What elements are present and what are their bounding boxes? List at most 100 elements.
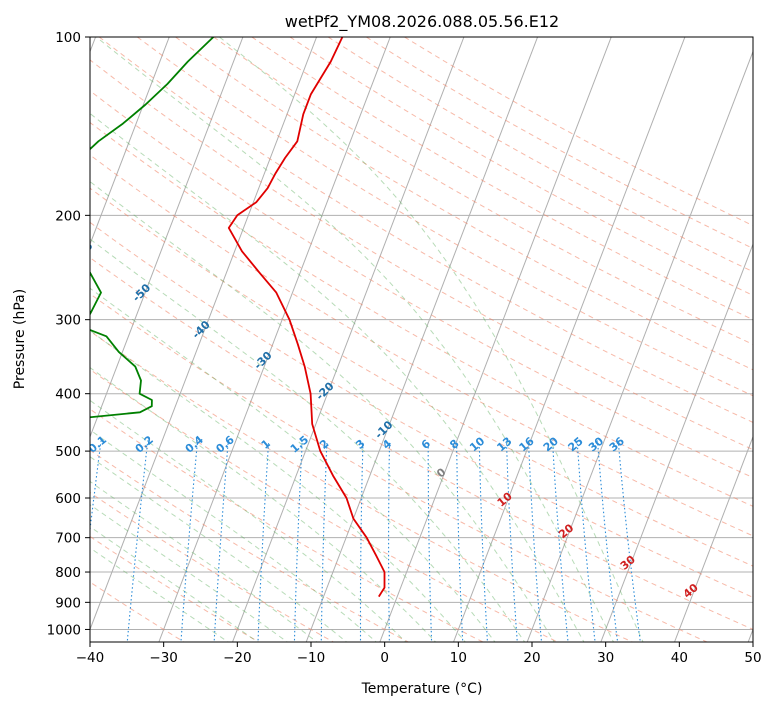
isotherm-label: -40	[190, 318, 213, 341]
x-tick-label: −30	[149, 650, 178, 666]
isotherm-line	[600, 242, 753, 642]
isotherm-line	[452, 37, 686, 642]
mixing-ratio-line	[388, 440, 391, 642]
mixing-ratio-line	[427, 440, 433, 642]
dry-adiabat	[90, 449, 410, 642]
isotherm-line	[673, 435, 753, 642]
dry-adiabat	[90, 154, 753, 537]
mixing-ratio-lines	[90, 440, 641, 642]
dewpoint-line	[90, 37, 215, 419]
isotherm-line	[90, 37, 318, 631]
mixing-ratio-line	[478, 440, 489, 642]
y-tick-label: 600	[55, 491, 81, 507]
y-tick-label: 200	[55, 208, 81, 224]
mixing-ratio-line	[552, 440, 569, 642]
y-tick-label: 1000	[47, 622, 81, 638]
y-tick-label: 800	[55, 565, 81, 581]
isopleth-labels: 0.10.20.40.611.52346810131620253036-100-…	[20, 184, 701, 601]
mixing-ratio-label: 0.6	[214, 433, 238, 456]
dry-adiabat	[90, 368, 559, 642]
y-axis-label: Pressure (hPa)	[12, 289, 28, 389]
x-tick-label: 40	[671, 650, 688, 666]
moist-adiabat	[95, 37, 615, 642]
dry-adiabat	[90, 535, 260, 642]
moist-adiabats	[90, 37, 644, 642]
moist-adiabat	[90, 480, 318, 642]
moist-adiabat	[90, 112, 585, 642]
isotherm-line	[231, 37, 465, 642]
axis-ticks: −40 −30 −20 −10 0 10 20 30 40 50 1000 900 800 700 600 5…	[47, 30, 762, 666]
dry-adiabat	[251, 37, 753, 321]
x-tick-label: 50	[744, 650, 761, 666]
y-tick-label: 700	[55, 531, 81, 547]
mixing-ratio-label: 6	[419, 437, 433, 452]
chart-title: wetPf2_YM08.2026.088.05.56.E12	[285, 12, 559, 32]
x-tick-label: −20	[223, 650, 252, 666]
moist-adiabat	[90, 180, 555, 642]
mixing-ratio-line	[213, 440, 229, 642]
mixing-ratio-label: 0.1	[86, 433, 109, 455]
mixing-ratio-line	[126, 440, 149, 642]
moist-adiabat	[90, 547, 229, 642]
moist-adiabat	[90, 329, 466, 642]
x-tick-label: −10	[297, 650, 326, 666]
moist-adiabat	[90, 366, 437, 642]
x-axis-label: Temperature (°C)	[361, 681, 483, 697]
isotherm-label: -50	[130, 281, 153, 304]
moist-adiabat	[90, 287, 496, 642]
moist-adiabat	[90, 456, 348, 642]
dry-adiabat	[90, 491, 335, 642]
isotherm-line	[526, 50, 753, 642]
dry-adiabats	[90, 37, 753, 642]
isotherm-line	[90, 37, 170, 246]
x-tick-label: 30	[597, 650, 614, 666]
moist-adiabat	[219, 37, 644, 642]
dry-adiabat	[90, 90, 753, 479]
plot-frame	[89, 36, 754, 643]
y-tick-label: 500	[55, 444, 81, 460]
y-tick-label: 400	[55, 387, 81, 403]
x-tick-label: 10	[450, 650, 467, 666]
moist-adiabat	[90, 504, 289, 642]
y-tick-label: 300	[55, 313, 81, 329]
dry-adiabat	[90, 330, 634, 642]
moist-adiabat	[90, 429, 377, 642]
mixing-ratio-label: 1	[259, 437, 273, 452]
mixing-ratio-line	[596, 440, 619, 642]
isotherm-line	[158, 37, 391, 642]
isotherm-label: -10	[372, 418, 395, 441]
grid-lines	[90, 37, 753, 642]
isotherm-line	[379, 37, 612, 642]
isotherm-line	[90, 37, 244, 439]
isotherm-label: -60	[72, 239, 95, 262]
dry-adiabat-label: 40	[681, 581, 701, 601]
mixing-ratio-line	[527, 440, 543, 642]
mixing-ratio-line	[576, 440, 596, 642]
mixing-ratio-label: 3	[353, 437, 367, 452]
y-tick-label: 100	[55, 30, 81, 46]
dry-adiabat	[90, 293, 709, 642]
isotherm-line	[747, 628, 753, 642]
isotherm-label: -70	[20, 184, 43, 207]
mixing-ratio-line	[180, 440, 199, 642]
dry-adiabat-label: 30	[618, 553, 638, 573]
dry-adiabat	[90, 187, 753, 567]
dry-adiabat	[90, 59, 753, 451]
moist-adiabat	[90, 238, 526, 642]
dry-adiabat	[98, 37, 753, 423]
dry-adiabat	[289, 37, 753, 296]
x-tick-label: −40	[76, 650, 105, 666]
dry-adiabat-label: 20	[556, 521, 576, 541]
dry-adiabat	[90, 408, 484, 642]
dry-adiabat	[213, 37, 753, 345]
sounding-series	[90, 37, 386, 598]
mixing-ratio-line	[617, 440, 641, 642]
mixing-ratio-label: 0.2	[133, 433, 156, 455]
dry-adiabat	[137, 37, 753, 397]
moist-adiabat	[90, 399, 407, 642]
dry-adiabat-label: 10	[495, 489, 515, 509]
x-tick-label: 0	[380, 650, 389, 666]
moist-adiabat	[90, 526, 259, 642]
mixing-ratio-line	[257, 440, 270, 642]
